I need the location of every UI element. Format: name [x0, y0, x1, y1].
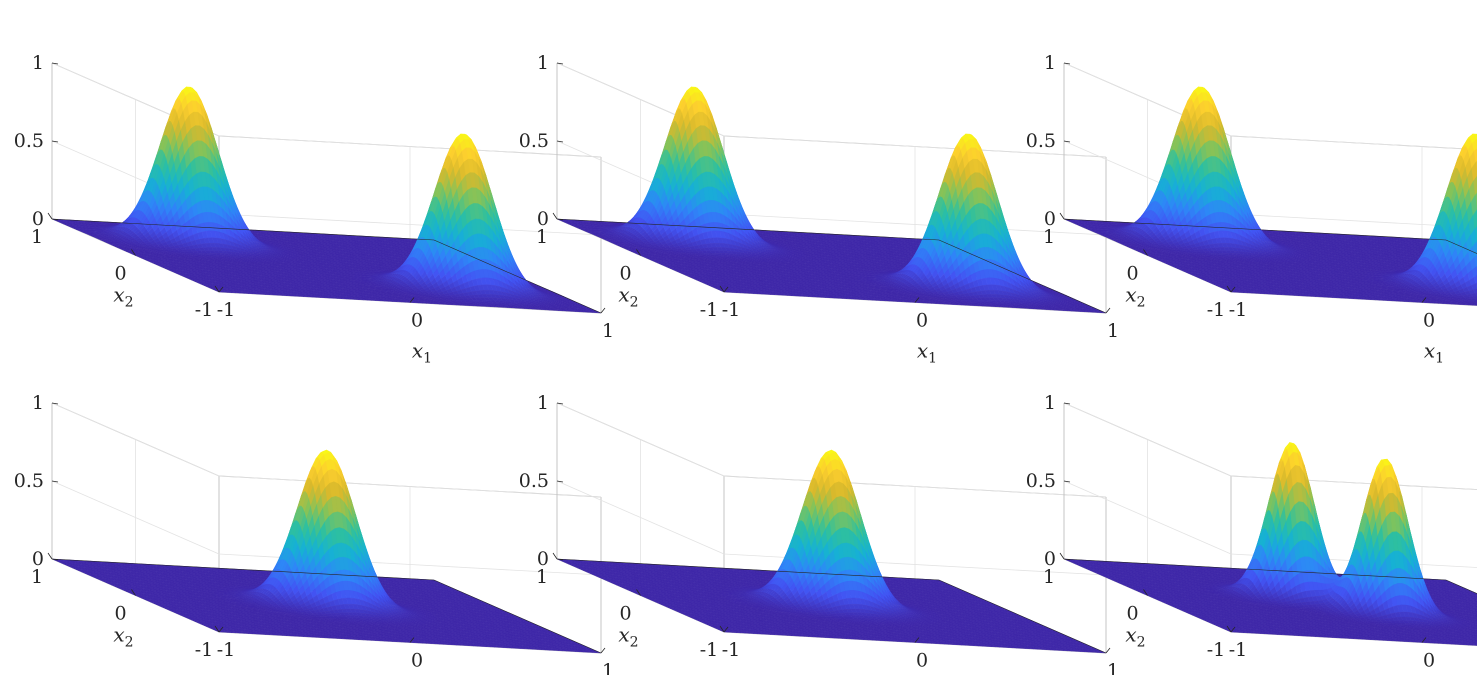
surface: [51, 86, 602, 314]
grid-line: [218, 135, 602, 158]
